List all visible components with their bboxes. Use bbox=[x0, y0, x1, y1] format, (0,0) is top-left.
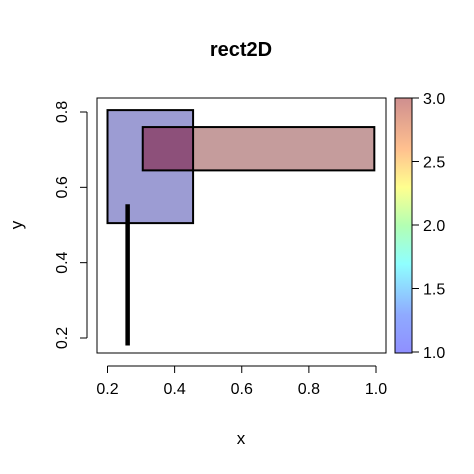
color-key-tick-label: 1.0 bbox=[423, 345, 445, 362]
color-key-ticks: 1.0 1.5 2.0 2.5 3.0 bbox=[412, 91, 445, 362]
x-tick-label: 0.2 bbox=[96, 381, 118, 398]
color-key-tick-label: 1.5 bbox=[423, 282, 445, 299]
plot-frame bbox=[96, 97, 387, 354]
x-tick-label: 1.0 bbox=[365, 381, 387, 398]
x-axis-label: x bbox=[237, 429, 246, 448]
x-axis: 0.2 0.4 0.6 0.8 1.0 bbox=[96, 365, 387, 398]
rect-1-border bbox=[106, 109, 195, 225]
color-key-tick-label: 2.5 bbox=[423, 155, 445, 172]
color-key: 1.0 1.5 2.0 2.5 3.0 bbox=[394, 91, 445, 362]
y-tick-label: 0.4 bbox=[54, 251, 71, 273]
rect-2-border bbox=[141, 126, 376, 172]
plot-area bbox=[106, 109, 376, 346]
chart-title: rect2D bbox=[210, 39, 272, 61]
x-tick-label: 0.8 bbox=[298, 381, 320, 398]
y-tick-label: 0.6 bbox=[54, 176, 71, 198]
y-axis-label: y bbox=[7, 220, 26, 229]
x-tick-label: 0.4 bbox=[164, 381, 186, 398]
x-tick-label: 0.6 bbox=[231, 381, 253, 398]
color-key-bar bbox=[394, 97, 413, 354]
y-axis: 0.2 0.4 0.6 0.8 bbox=[54, 101, 88, 349]
rect-overlap bbox=[142, 127, 194, 171]
color-key-tick-label: 2.0 bbox=[423, 218, 445, 235]
color-key-tick-label: 3.0 bbox=[423, 91, 445, 108]
y-tick-label: 0.8 bbox=[54, 101, 71, 123]
y-tick-label: 0.2 bbox=[54, 327, 71, 349]
